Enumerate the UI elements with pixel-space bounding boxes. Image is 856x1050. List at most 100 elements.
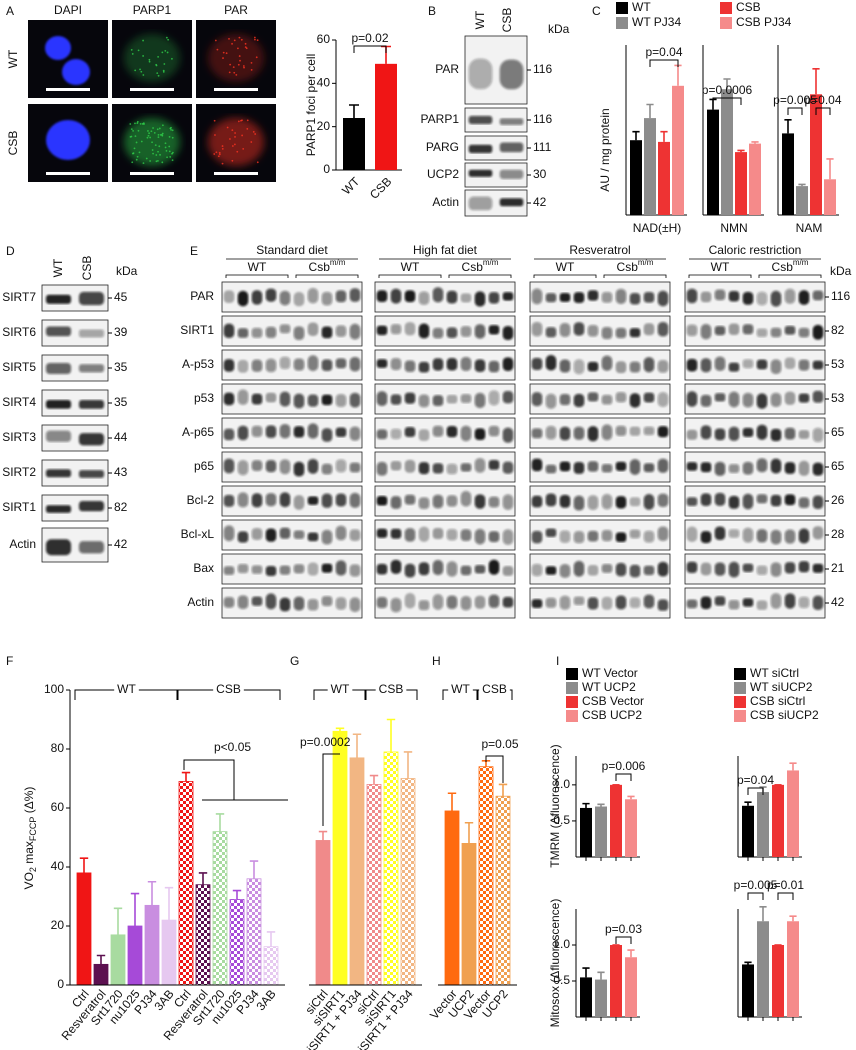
blot-band xyxy=(499,118,524,126)
bar xyxy=(263,946,279,986)
blot-band xyxy=(502,391,514,404)
blot-band xyxy=(460,529,472,542)
blot-band xyxy=(251,327,263,338)
speckle xyxy=(169,127,172,130)
error-bar xyxy=(744,961,752,965)
error-bar xyxy=(826,158,834,180)
blot-band xyxy=(714,492,726,506)
stain-label: DAPI xyxy=(54,3,82,17)
speckle xyxy=(236,150,239,153)
blot-band xyxy=(728,391,740,408)
annotation: p=0.0002 xyxy=(300,735,351,749)
blot-band xyxy=(446,290,458,304)
blot-band xyxy=(376,596,388,609)
blot-band xyxy=(545,393,557,409)
significance-bracket xyxy=(815,107,831,115)
group-bracket xyxy=(509,689,513,700)
blot-band xyxy=(279,459,291,475)
blot-band xyxy=(432,560,444,576)
y-axis-label: AU / mg protein xyxy=(598,108,612,191)
speckle xyxy=(161,161,164,164)
blot-band xyxy=(432,528,444,540)
blot-band xyxy=(798,596,810,609)
bar xyxy=(343,118,365,170)
blot-band xyxy=(798,359,810,371)
kda-label: 21 xyxy=(831,561,845,575)
blot-band xyxy=(643,357,655,373)
blot-band xyxy=(657,321,669,337)
lane-label: WT xyxy=(51,258,65,277)
blot-band xyxy=(499,59,524,90)
speckle xyxy=(221,162,224,165)
blot-band xyxy=(432,494,444,509)
speckle xyxy=(232,66,235,68)
speckle xyxy=(250,61,253,64)
speckle xyxy=(213,119,216,122)
blot-band xyxy=(446,595,458,609)
blot-band xyxy=(499,142,524,153)
blot-label: Actin xyxy=(187,595,214,609)
blot-band xyxy=(770,458,782,474)
speckle xyxy=(168,145,171,148)
x-tick-label: 3AB xyxy=(253,987,278,1013)
speckle xyxy=(240,38,243,41)
blot-band xyxy=(615,288,627,304)
panel-letter: H xyxy=(432,654,441,668)
error-bar xyxy=(789,762,797,771)
bar xyxy=(580,807,592,857)
blot-band xyxy=(223,566,235,575)
blot-label: SIRT7 xyxy=(2,290,36,304)
annotation: p<0.05 xyxy=(214,740,251,754)
y-tick-label: 0 xyxy=(323,162,330,176)
blot-band xyxy=(502,326,514,341)
blot-band xyxy=(615,461,627,471)
blot-band xyxy=(376,461,388,476)
blot-band xyxy=(770,562,782,577)
blot-band xyxy=(770,392,782,407)
speckle xyxy=(151,149,154,151)
blot-band xyxy=(376,563,388,575)
error-bar xyxy=(597,971,605,980)
blot-label: UCP2 xyxy=(427,167,459,181)
blot-band xyxy=(812,290,824,301)
significance-bracket xyxy=(353,45,387,53)
error-bar xyxy=(198,872,208,885)
blot-band xyxy=(474,528,486,545)
annotation: p=0.04 xyxy=(645,45,682,59)
blot-band xyxy=(390,597,402,613)
blot-band xyxy=(335,597,347,610)
blot-band xyxy=(615,392,627,403)
kda-label: 53 xyxy=(831,391,845,405)
blot-band xyxy=(587,495,599,510)
blot-band xyxy=(643,463,655,473)
blot-band xyxy=(545,528,557,538)
speckle xyxy=(142,74,145,76)
error-bar xyxy=(597,803,605,807)
genotype-name: Csb xyxy=(309,260,331,274)
nucleus xyxy=(45,36,71,60)
blot-band xyxy=(573,461,585,474)
genotype-rule xyxy=(225,274,289,278)
blot-band xyxy=(78,500,105,512)
legend-label: CSB xyxy=(736,0,761,14)
x-tick-label: CSB xyxy=(367,174,394,201)
blot-band xyxy=(657,290,669,307)
speckle xyxy=(133,147,136,150)
annotation: p=0.01 xyxy=(767,878,804,892)
x-tick-label: NMN xyxy=(720,221,747,235)
blot-band xyxy=(756,424,768,440)
nucleus xyxy=(62,59,90,85)
genotype-rule xyxy=(758,274,822,278)
scale-bar xyxy=(46,88,90,91)
error-bar xyxy=(737,149,745,153)
blot-band xyxy=(700,531,712,544)
blot-band xyxy=(742,527,754,543)
bar xyxy=(772,784,784,857)
blot-band xyxy=(601,494,613,510)
error-bar xyxy=(96,954,106,965)
blot-band xyxy=(770,593,782,609)
blot-band xyxy=(446,495,458,507)
bar xyxy=(332,730,348,986)
condition-label: Caloric restriction xyxy=(709,243,802,257)
blot-band xyxy=(601,326,613,340)
